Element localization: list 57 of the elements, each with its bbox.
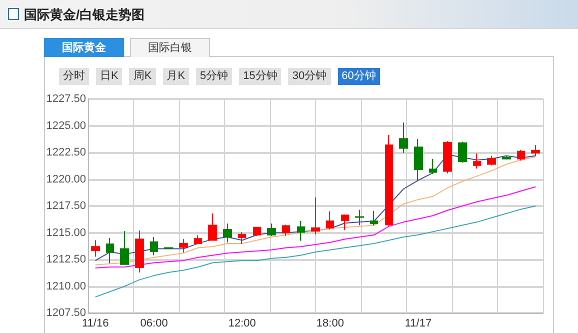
y-tick-label: 1210.00 [46,280,86,292]
text: 国际白银 [130,38,210,57]
candlestick [458,141,467,164]
candlestick [487,155,496,166]
candlestick [150,236,158,256]
candlestick [194,234,202,244]
x-tick-label: 06:00 [140,318,168,330]
line-series [94,206,536,298]
text: 月K [162,68,190,85]
y-tick-label: 1225.00 [46,120,86,132]
candlestick [399,122,408,154]
y-tick-label: 1207.50 [46,307,86,319]
candlestick [531,144,540,156]
text: 30分钟 [288,68,331,85]
candlestick [341,214,349,231]
y-tick-label: 1212.50 [46,254,86,266]
candlestick [267,223,276,236]
chart-title: 国际黄金/白银走势图 [24,6,145,24]
y-tick-label: 1220.00 [46,173,86,186]
text: 周K [129,68,156,85]
candlestick [208,212,217,242]
text: 5分钟 [196,68,232,85]
candlestick [282,224,290,236]
candlestick [253,226,261,236]
candlestick [164,246,173,250]
candlestick [120,230,129,265]
candlestick [223,223,232,243]
text: 60分钟 [338,68,380,85]
candlestick [238,232,246,244]
x-tick-label: 11/16 [82,318,109,330]
candlestick [135,230,144,273]
x-tick-label: 18:00 [316,318,344,330]
candlestick [91,240,100,258]
candlestick [414,138,423,181]
candlestick [179,238,188,254]
candlestick [311,196,320,235]
candlestick [297,220,305,242]
candlestick [385,134,393,226]
candlestick [429,158,437,174]
candlestick [473,153,481,170]
candlestick [106,238,114,264]
y-tick-label: 1215.00 [46,226,86,239]
y-tick-label: 1217.50 [46,200,86,212]
y-tick-label: 1222.50 [46,146,86,158]
x-tick-label: 11/17 [404,318,432,330]
text: 日K [96,68,122,85]
y-tick-label: 1227.50 [46,93,86,105]
candlestick [370,210,378,226]
candlestick [355,209,364,226]
line-series [94,186,536,269]
x-tick-label: 12:00 [228,318,256,330]
candlestick [502,155,511,160]
candlestick [443,140,452,174]
text: 15分钟 [239,68,282,85]
text: 分时 [59,68,89,85]
candlestick [517,149,525,162]
candlestick [326,210,334,230]
